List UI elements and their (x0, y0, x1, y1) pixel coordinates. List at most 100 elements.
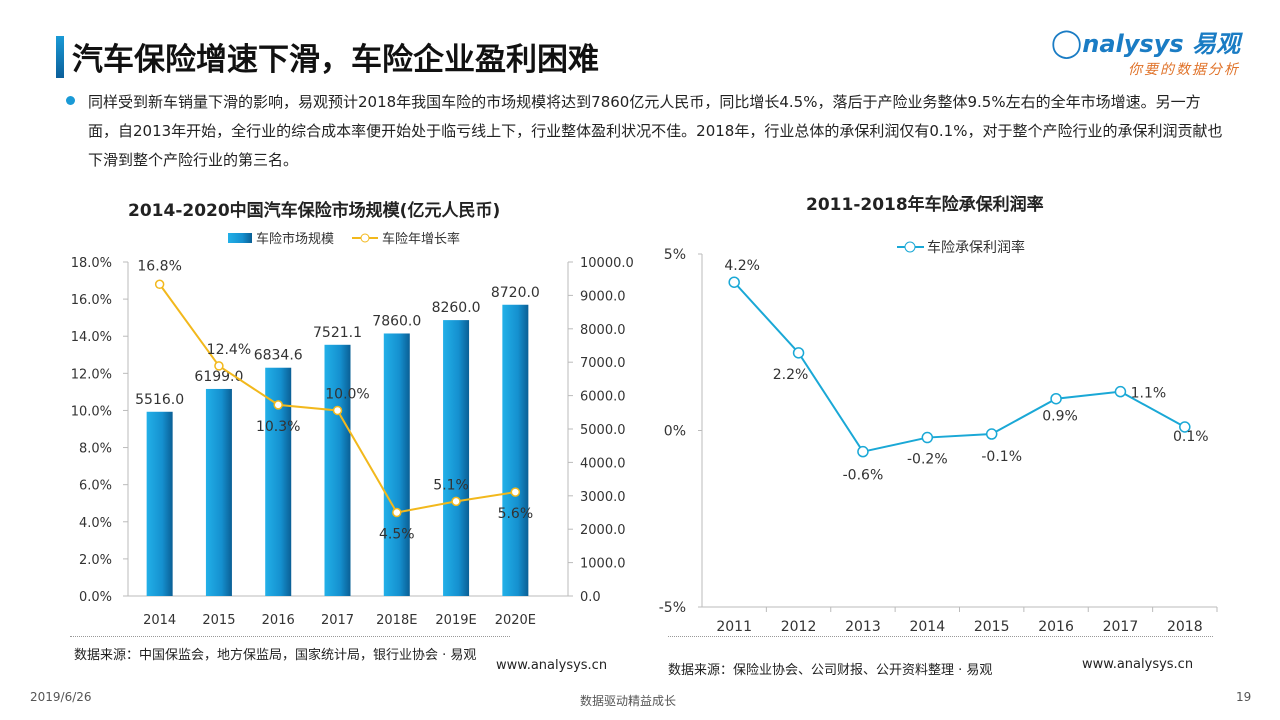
y-tick-label: 5% (664, 247, 686, 263)
growth-point (451, 496, 461, 507)
right-tick-label: 2000.0 (580, 523, 626, 538)
bar (146, 411, 173, 596)
growth-point (510, 487, 521, 497)
right-tick-label: 8000.0 (580, 323, 626, 338)
right-tick-label: 10000.0 (580, 256, 634, 271)
legend-label: 车险承保利润率 (927, 239, 1025, 256)
bar-label: 6834.6 (254, 348, 303, 364)
left-tick-label: 2.0% (79, 553, 112, 568)
x-tick-label: 2012 (781, 619, 817, 635)
body-text: 同样受到新车销量下滑的影响，易观预计2018年我国车险的市场规模将达到7860亿… (88, 93, 1223, 169)
logo: ◯nalysys 易观 你要的数据分析 (1051, 24, 1240, 79)
chart1-source: 数据来源：中国保监会，地方保监局，国家统计局，银行业协会 · 易观 (74, 648, 477, 663)
profit-point (792, 347, 805, 359)
x-tick-label: 2013 (845, 619, 881, 635)
profit-point (728, 276, 740, 288)
chart1-site: www.analysys.cn (496, 658, 608, 673)
x-tick-label: 2018E (376, 613, 417, 628)
bar (443, 320, 470, 596)
logo-text: ◯nalysys 易观 (1050, 26, 1240, 59)
line-label: 0.9% (1042, 409, 1078, 425)
x-tick-label: 2016 (262, 613, 295, 628)
x-tick-label: 2017 (321, 613, 354, 628)
chart2-site: www.analysys.cn (1082, 657, 1194, 672)
x-tick-label: 2011 (716, 619, 752, 635)
right-tick-label: 5000.0 (580, 423, 626, 438)
line-label: -0.2% (907, 452, 948, 468)
x-tick-label: 2015 (974, 619, 1010, 635)
chart1-title: 2014-2020中国汽车保险市场规模(亿元人民币) (128, 201, 501, 221)
left-tick-label: 12.0% (71, 367, 112, 382)
bullet-icon (66, 96, 75, 105)
left-tick-label: 4.0% (79, 516, 112, 531)
bar (383, 333, 410, 596)
left-tick-label: 8.0% (79, 442, 112, 457)
footer-slogan: 数据驱动精益成长 (580, 694, 677, 708)
x-tick-label: 2020E (495, 613, 536, 628)
legend-label: 车险市场规模 (256, 231, 334, 247)
left-tick-label: 18.0% (71, 256, 112, 271)
growth-point (154, 279, 165, 290)
bar-label: 7521.1 (313, 325, 362, 341)
chart2-title: 2011-2018年车险承保利润率 (806, 195, 1044, 215)
line-label: 2.2% (773, 367, 809, 383)
right-tick-label: 7000.0 (580, 356, 626, 371)
left-tick-label: 0.0% (79, 590, 112, 605)
left-tick-label: 16.0% (71, 293, 112, 308)
x-tick-label: 2019E (435, 613, 476, 628)
profit-point (921, 431, 934, 444)
bar-label: 8720.0 (491, 285, 540, 301)
x-tick-label: 2015 (202, 613, 235, 628)
line-label: 10.0% (325, 386, 369, 402)
growth-point (214, 361, 224, 371)
logo-slogan: 你要的数据分析 (1128, 62, 1240, 78)
line-label: 10.3% (256, 419, 300, 435)
x-tick-label: 2017 (1103, 619, 1139, 635)
right-tick-label: 9000.0 (580, 289, 626, 304)
profit-point (985, 428, 998, 440)
right-tick-label: 1000.0 (580, 557, 626, 572)
line-label: 12.4% (207, 342, 251, 358)
line-label: -0.1% (981, 449, 1022, 465)
legend-marker (360, 233, 370, 243)
growth-point (392, 507, 402, 518)
bar (502, 304, 529, 596)
line-label: 4.2% (724, 258, 760, 274)
growth-point (273, 400, 283, 410)
line-label: 0.1% (1173, 429, 1209, 445)
growth-point (332, 405, 343, 416)
y-tick-label: 0% (664, 424, 686, 440)
divider (668, 636, 1213, 637)
line-label: 4.5% (379, 527, 415, 543)
footer-date: 2019/6/26 (30, 690, 92, 704)
right-tick-label: 0.0 (580, 590, 601, 605)
divider (70, 636, 510, 637)
legend-label: 车险年增长率 (382, 231, 460, 247)
legend-bar-swatch (228, 233, 252, 243)
line-label: -0.6% (843, 468, 884, 484)
profit-point (1114, 385, 1127, 398)
left-tick-label: 10.0% (71, 404, 112, 419)
right-tick-label: 3000.0 (580, 490, 626, 505)
line-label: 1.1% (1131, 386, 1167, 402)
line-label: 5.1% (433, 477, 469, 493)
profit-line (733, 281, 1186, 453)
bar-label: 7860.0 (372, 313, 421, 329)
line-label: 16.8% (137, 258, 181, 274)
profit-point (1050, 392, 1062, 405)
left-tick-label: 14.0% (71, 330, 112, 345)
page-number: 19 (1236, 690, 1252, 704)
page-title: 汽车保险增速下滑，车险企业盈利困难 (72, 42, 599, 78)
chart2-source: 数据来源：保险业协会、公司财报、公开资料整理 · 易观 (668, 663, 993, 678)
left-tick-label: 6.0% (79, 479, 112, 494)
bar (205, 388, 232, 596)
line-label: 5.6% (498, 506, 534, 522)
legend-marker (904, 241, 916, 253)
bar (324, 344, 351, 596)
x-tick-label: 2018 (1167, 619, 1203, 635)
profit-point (1179, 421, 1191, 433)
x-tick-label: 2014 (909, 619, 945, 635)
right-tick-label: 6000.0 (580, 390, 626, 405)
y-tick-label: -5% (659, 600, 686, 616)
bar-label: 5516.0 (135, 392, 184, 408)
